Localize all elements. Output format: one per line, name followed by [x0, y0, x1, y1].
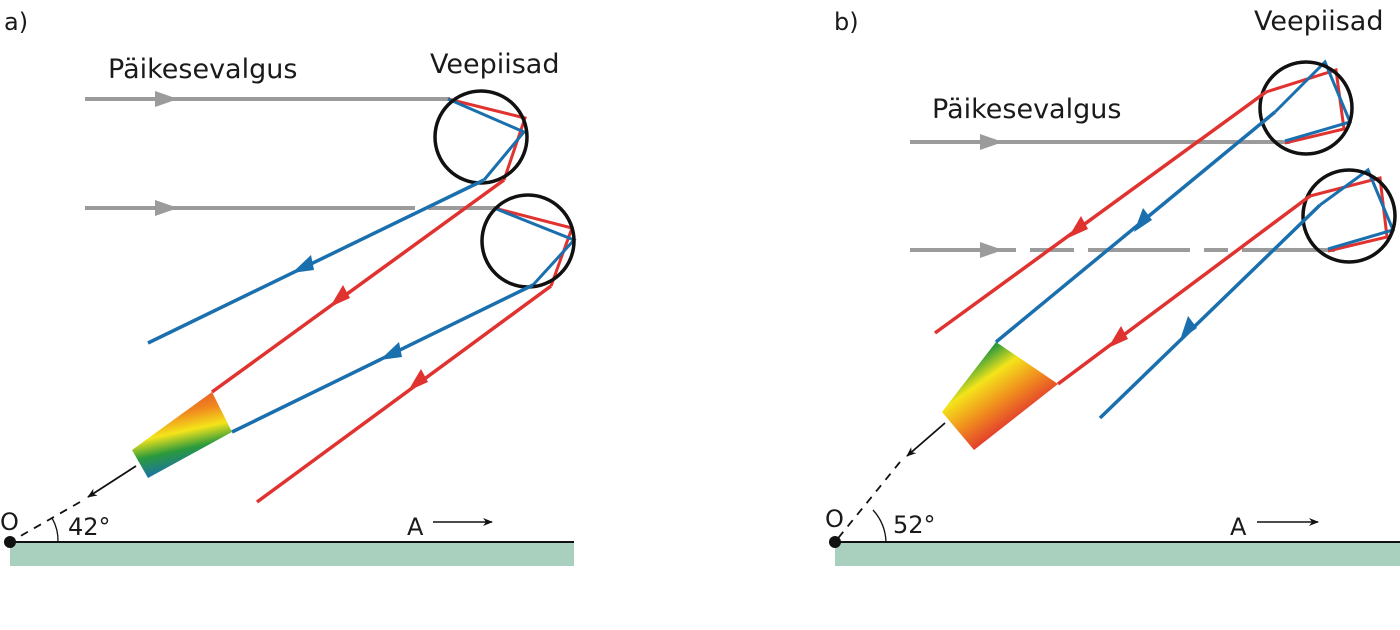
red-ray-internal	[447, 97, 527, 181]
arrow-icon	[1108, 326, 1128, 348]
panel-a: a) Päikesevalgus Veepiisad	[0, 8, 577, 566]
red-ray	[933, 90, 1268, 335]
arrow-icon	[292, 255, 314, 273]
arrow-icon	[980, 134, 1003, 150]
view-arrow	[906, 422, 946, 457]
red-ray	[255, 284, 553, 504]
arrow-icon	[1180, 316, 1197, 340]
observer-dot	[829, 536, 841, 548]
observer-label: O	[0, 508, 19, 536]
blue-ray-internal	[1319, 167, 1396, 251]
panel-b: b) Veepiisad Päikesevalgus	[825, 6, 1400, 566]
water-droplet	[1258, 60, 1354, 156]
blue-ray	[1098, 203, 1322, 420]
arrow-icon	[1068, 216, 1088, 238]
arrow-icon	[330, 285, 350, 307]
red-ray	[210, 178, 506, 394]
blue-ray	[147, 178, 485, 345]
sunlight-ray	[85, 91, 450, 107]
sight-line	[834, 461, 901, 543]
angle-arc	[872, 509, 887, 543]
arrow-icon	[1134, 208, 1152, 232]
panel-label: a)	[4, 8, 28, 36]
blue-ray-internal	[447, 97, 527, 181]
panel-label: b)	[834, 8, 859, 36]
water-droplet	[433, 89, 529, 185]
view-arrow	[87, 465, 137, 498]
ground	[835, 543, 1400, 566]
direction-label: A	[1230, 513, 1247, 541]
blue-ray	[994, 110, 1277, 344]
rainbow-band	[132, 392, 232, 478]
angle-label: 42°	[68, 513, 111, 541]
blue-ray-internal	[1273, 59, 1353, 143]
arrow-icon	[380, 342, 402, 360]
sunlight-ray	[910, 134, 1290, 150]
sunlight-label: Päikesevalgus	[108, 54, 297, 85]
water-droplet	[480, 193, 576, 289]
rainbow-band	[942, 342, 1058, 450]
direction-label: A	[407, 513, 424, 541]
arrow-icon	[408, 369, 428, 391]
angle-arc	[51, 517, 59, 543]
red-ray	[1056, 194, 1312, 386]
water-droplet	[1301, 168, 1397, 264]
sight-line	[9, 501, 81, 543]
droplets-label: Veepiisad	[1254, 6, 1384, 37]
observer-label: O	[825, 505, 844, 533]
sunlight-label: Päikesevalgus	[932, 94, 1121, 125]
droplets-label: Veepiisad	[430, 49, 560, 80]
arrow-icon	[155, 91, 178, 107]
arrow-icon	[980, 242, 1003, 258]
arrow-icon	[155, 200, 178, 216]
observer-dot	[4, 536, 16, 548]
angle-label: 52°	[893, 511, 936, 539]
ground	[10, 543, 574, 566]
